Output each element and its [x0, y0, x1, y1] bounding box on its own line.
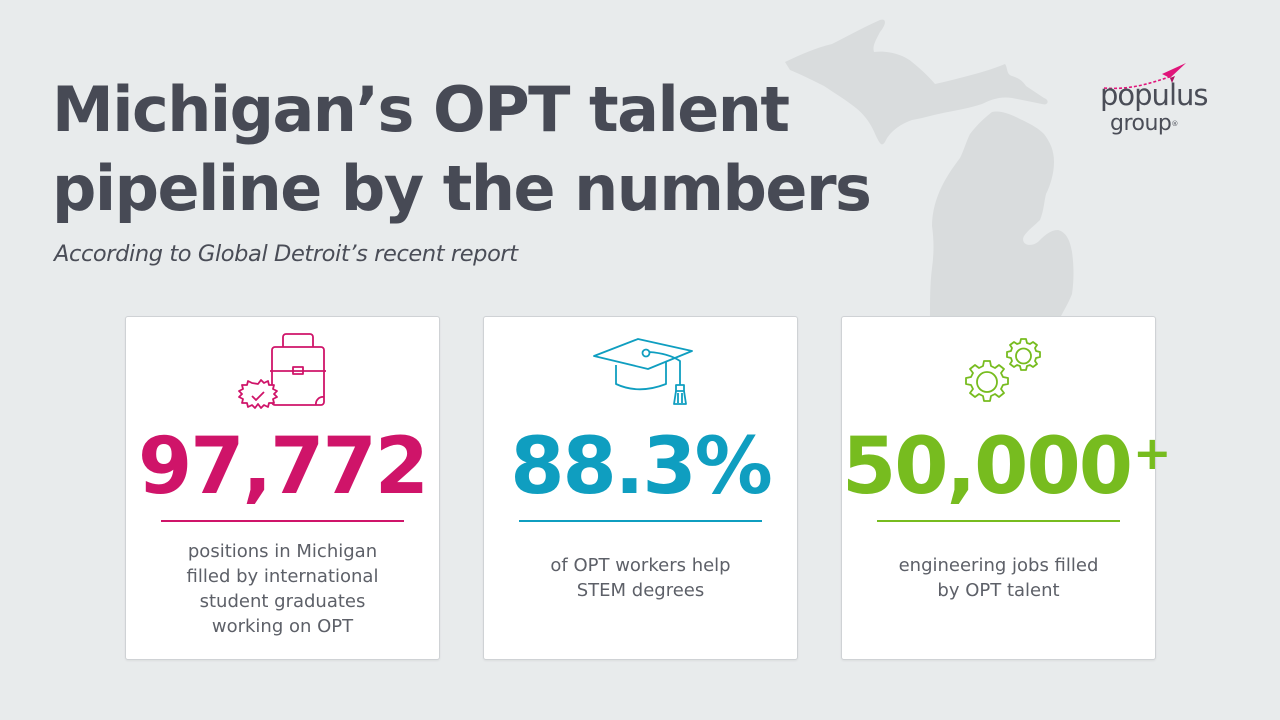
plus-suffix: + — [1133, 426, 1172, 480]
divider — [519, 520, 762, 522]
stat-card-stem: 88.3% of OPT workers help STEM degrees — [483, 316, 798, 660]
stat-value: 50,000+ — [842, 422, 1172, 512]
divider — [161, 520, 404, 522]
graduation-cap-icon — [592, 338, 693, 405]
title-line-2: pipeline by the numbers — [52, 152, 872, 225]
stat-value: 88.3% — [510, 422, 773, 512]
gears-icon — [964, 338, 1041, 402]
stat-description: engineering jobs filled by OPT talent — [898, 555, 1099, 601]
page-subtitle: According to Global Detroit’s recent rep… — [54, 241, 518, 267]
briefcase-check-badge-icon — [237, 333, 326, 409]
title-line-1: Michigan’s OPT talent — [52, 73, 790, 146]
stat-description: of OPT workers help STEM degrees — [550, 555, 731, 601]
divider — [877, 520, 1120, 522]
populus-group-logo: populus group® — [1084, 54, 1234, 154]
stat-card-positions: 97,772 positions in Michigan filled by i… — [125, 316, 440, 660]
page-title: Michigan’s OPT talent pipeline by the nu… — [52, 70, 952, 228]
logo-word-populus: populus — [1100, 78, 1208, 112]
paper-plane-icon — [1103, 63, 1186, 90]
stat-value: 97,772 — [138, 422, 429, 512]
stat-card-engineering: 50,000+ engineering jobs filled by OPT t… — [841, 316, 1172, 660]
logo-word-group: group® — [1110, 111, 1178, 136]
stat-description: positions in Michigan filled by internat… — [186, 541, 379, 637]
